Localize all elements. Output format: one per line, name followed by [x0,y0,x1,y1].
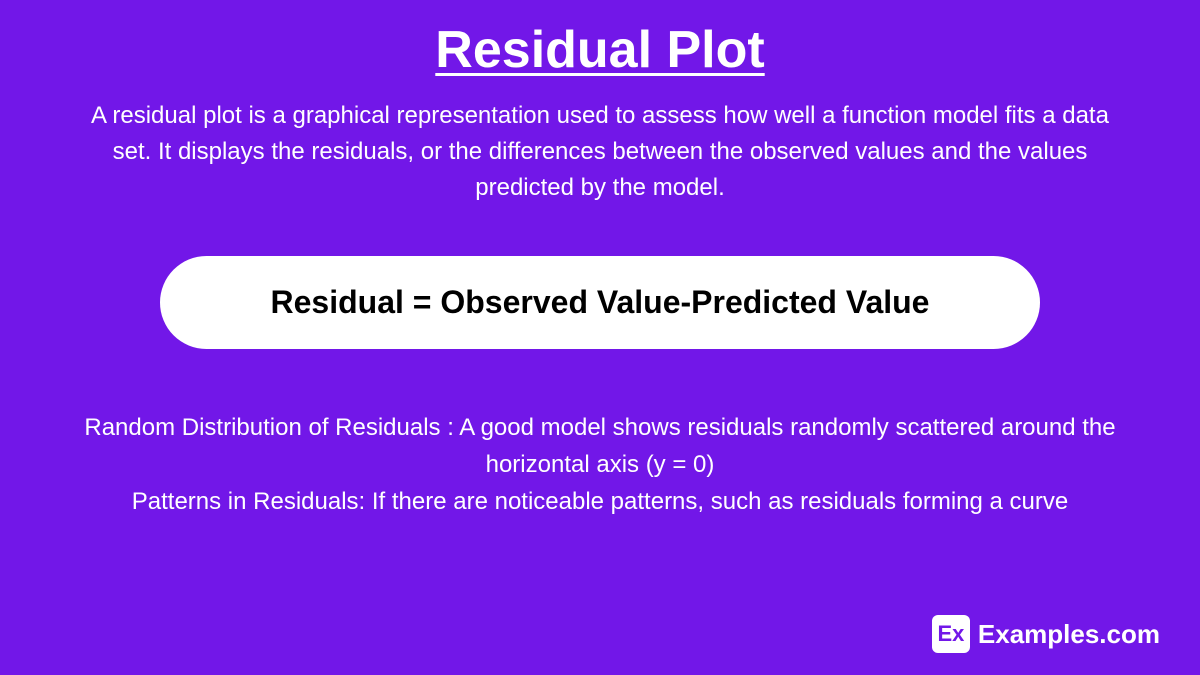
description-text: A residual plot is a graphical represent… [70,98,1130,206]
page-title: Residual Plot [435,20,764,80]
logo-text: Examples.com [978,619,1160,650]
notes-block: Random Distribution of Residuals : A goo… [60,409,1140,521]
brand-logo: Ex Examples.com [932,615,1160,653]
logo-icon: Ex [932,615,970,653]
formula-box: Residual = Observed Value-Predicted Valu… [160,256,1040,349]
notes-line-1: Random Distribution of Residuals : A goo… [84,414,1115,478]
notes-line-2: Patterns in Residuals: If there are noti… [132,488,1068,515]
